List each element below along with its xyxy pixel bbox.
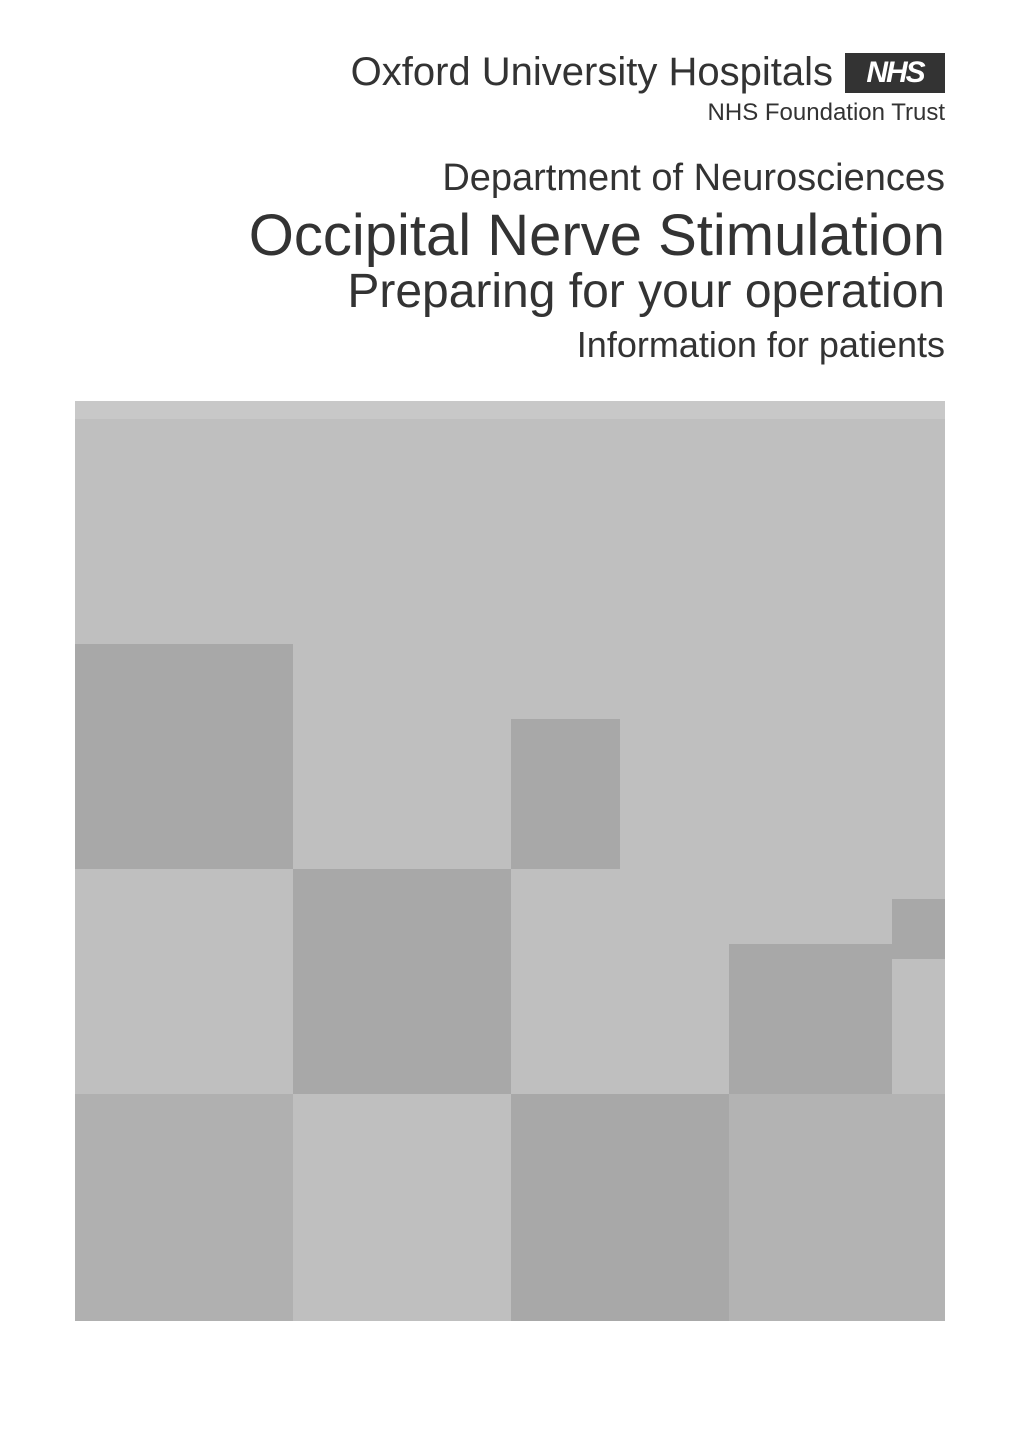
trust-name: NHS Foundation Trust	[75, 99, 945, 127]
department-name: Department of Neurosciences	[75, 157, 945, 200]
org-line: Oxford University Hospitals NHS	[75, 50, 945, 95]
info-line: Information for patients	[75, 324, 945, 366]
cover-graphic	[75, 401, 945, 1321]
graphic-block	[511, 1094, 729, 1321]
graphic-block	[511, 719, 620, 869]
nhs-logo-text: NHS	[866, 56, 923, 90]
nhs-logo: NHS	[845, 53, 945, 93]
graphic-block	[729, 944, 892, 1094]
main-title: Occipital Nerve Stimulation	[75, 202, 945, 269]
graphic-top-border	[75, 401, 945, 419]
document-header: Oxford University Hospitals NHS NHS Foun…	[0, 0, 1020, 127]
graphic-block	[293, 869, 511, 1094]
graphic-block	[75, 1094, 293, 1321]
org-name: Oxford University Hospitals	[351, 50, 833, 95]
graphic-block	[892, 899, 945, 959]
graphic-grid	[75, 419, 945, 1321]
graphic-block	[75, 644, 293, 869]
graphic-block	[729, 1094, 945, 1321]
subtitle: Preparing for your operation	[75, 264, 945, 319]
title-section: Department of Neurosciences Occipital Ne…	[0, 127, 1020, 366]
